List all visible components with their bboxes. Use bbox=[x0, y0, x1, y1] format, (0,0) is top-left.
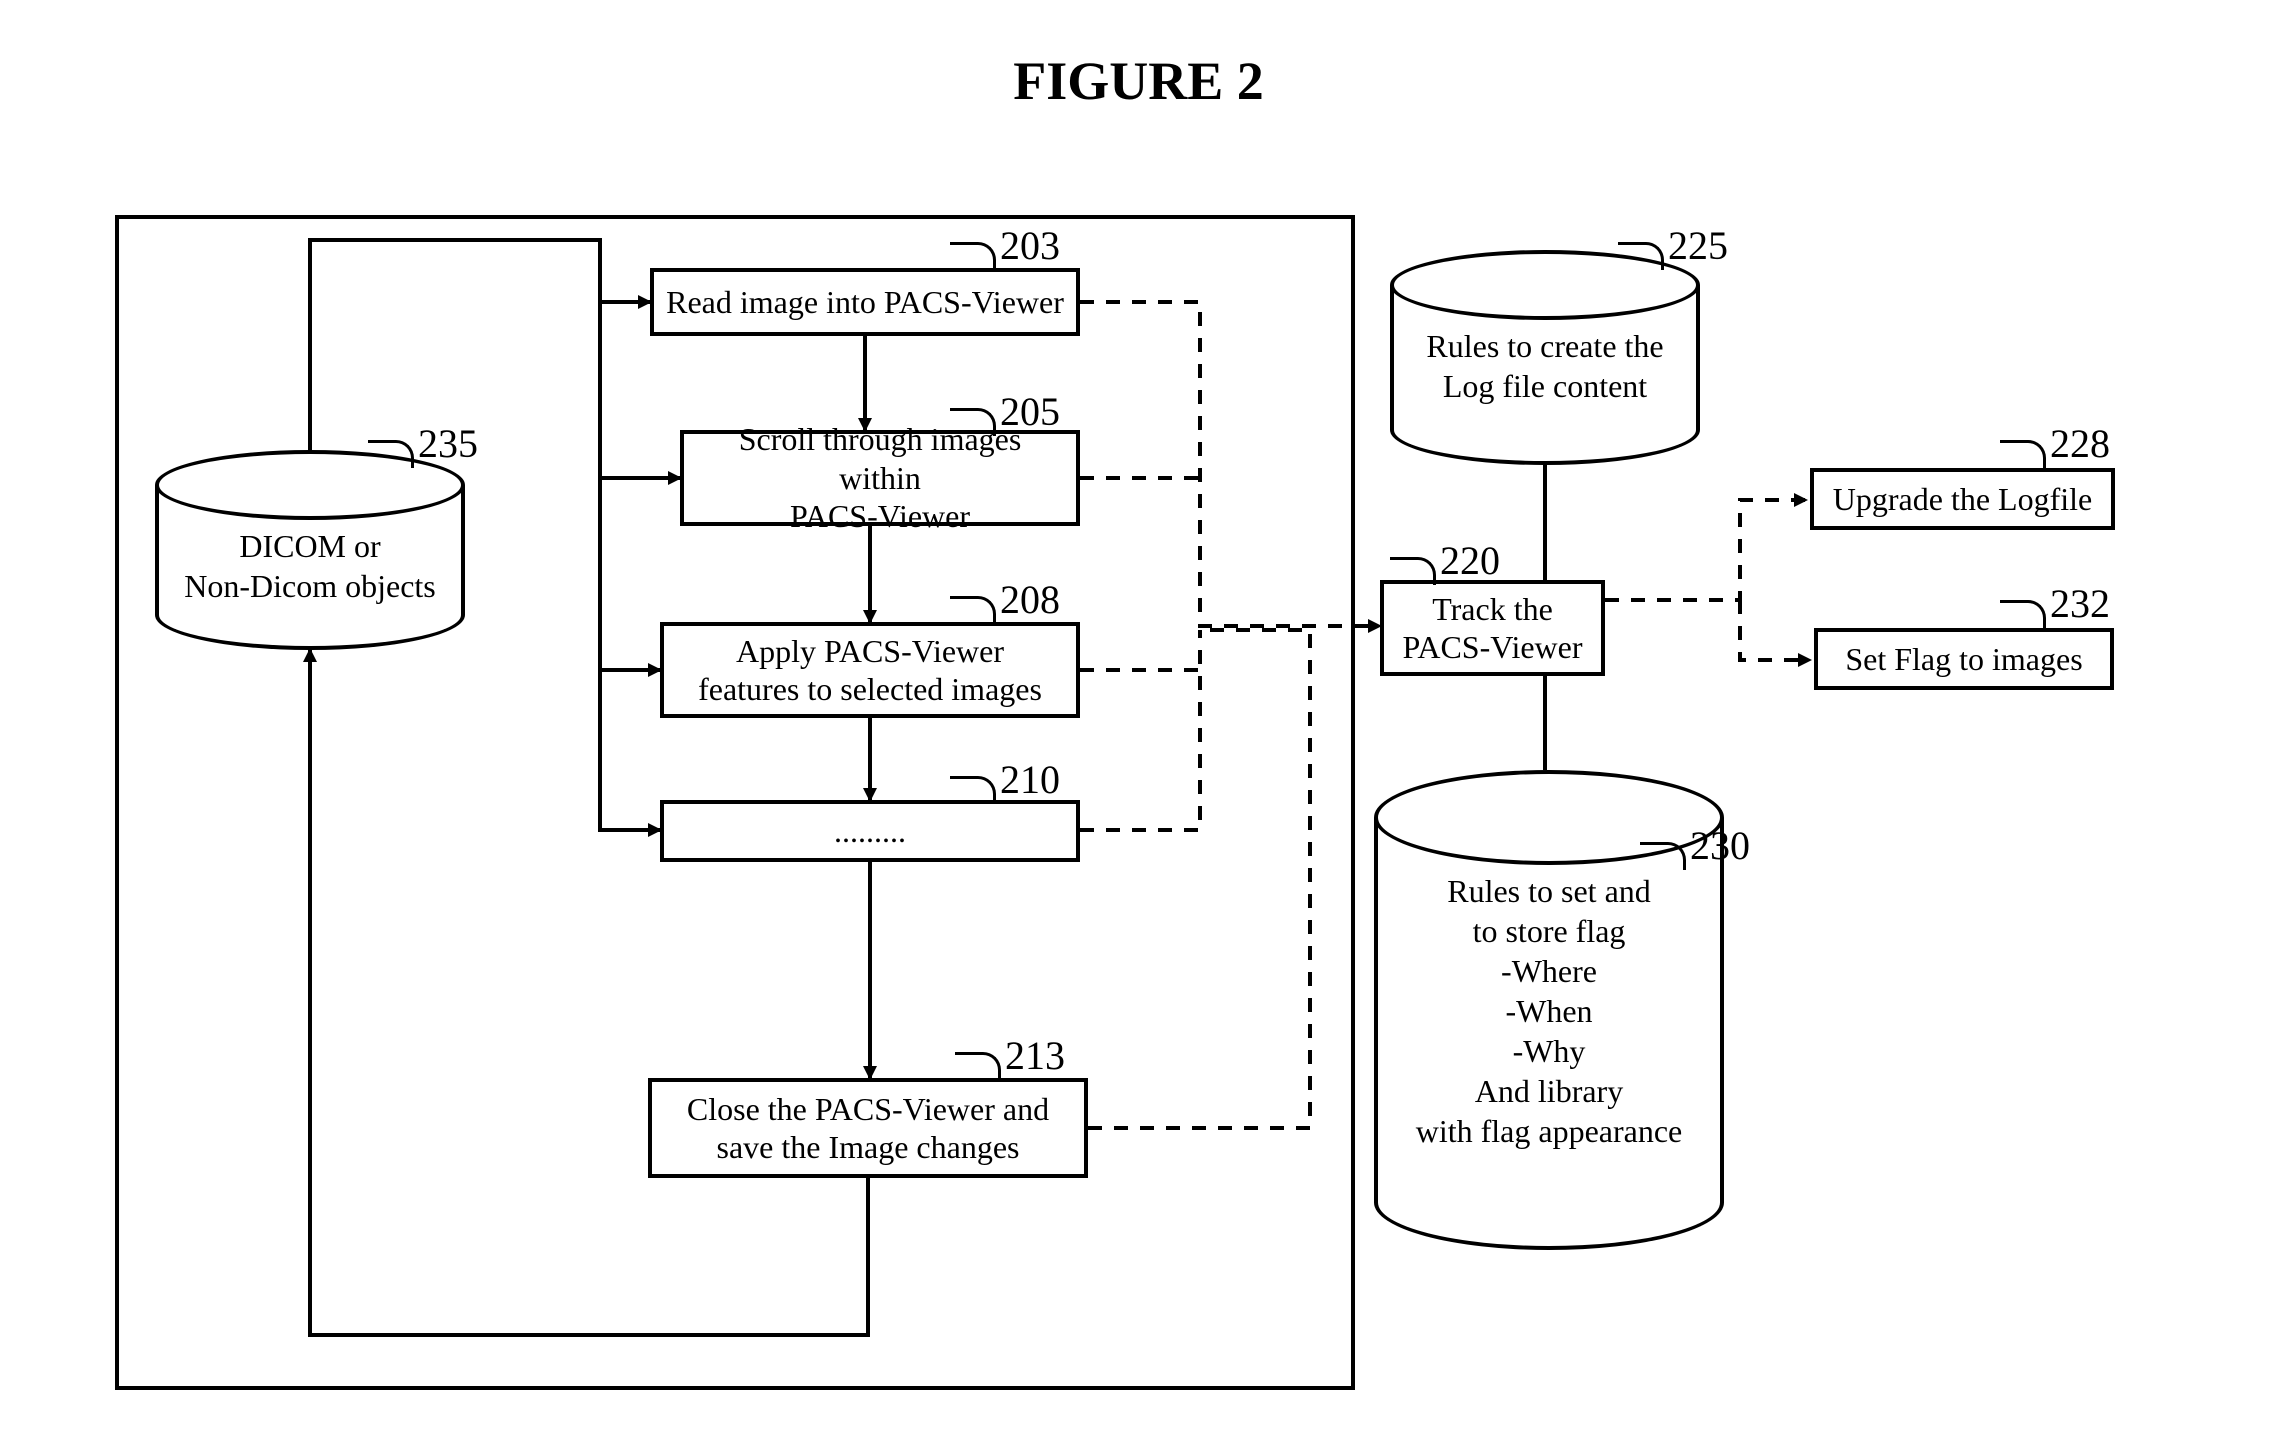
box-close-save-label: Close the PACS-Viewer andsave the Image … bbox=[687, 1090, 1049, 1167]
ref-hook-230 bbox=[1640, 842, 1686, 870]
ref-label-225: 225 bbox=[1668, 222, 1728, 269]
cylinder-rules-logfile: Rules to create theLog file content bbox=[1390, 250, 1700, 465]
ref-hook-213 bbox=[955, 1052, 1001, 1080]
ref-label-228: 228 bbox=[2050, 420, 2110, 467]
box-set-flag: Set Flag to images bbox=[1814, 628, 2114, 690]
cylinder-dicom-objects-label: DICOM orNon-Dicom objects bbox=[155, 526, 465, 606]
box-read-image: Read image into PACS-Viewer bbox=[650, 268, 1080, 336]
cylinder-rules-flag-label: Rules to set andto store flag-Where-When… bbox=[1374, 871, 1724, 1151]
ref-hook-225 bbox=[1618, 242, 1664, 270]
box-apply-features-label: Apply PACS-Viewerfeatures to selected im… bbox=[698, 632, 1042, 709]
box-scroll-images: Scroll through images withinPACS-Viewer bbox=[680, 430, 1080, 526]
ref-label-230: 230 bbox=[1690, 822, 1750, 869]
box-scroll-images-label: Scroll through images withinPACS-Viewer bbox=[694, 420, 1066, 535]
box-ellipsis: ......... bbox=[660, 800, 1080, 862]
ref-hook-228 bbox=[2000, 440, 2046, 468]
box-upgrade-logfile-label: Upgrade the Logfile bbox=[1833, 480, 2092, 518]
ref-label-203: 203 bbox=[1000, 222, 1060, 269]
box-track-viewer-label: Track thePACS-Viewer bbox=[1402, 590, 1582, 667]
box-set-flag-label: Set Flag to images bbox=[1845, 640, 2082, 678]
ref-hook-205 bbox=[950, 408, 996, 436]
ref-hook-235 bbox=[368, 440, 414, 468]
ref-label-208: 208 bbox=[1000, 576, 1060, 623]
ref-hook-232 bbox=[2000, 600, 2046, 628]
ref-label-205: 205 bbox=[1000, 388, 1060, 435]
ref-label-235: 235 bbox=[418, 420, 478, 467]
ref-label-210: 210 bbox=[1000, 756, 1060, 803]
box-upgrade-logfile: Upgrade the Logfile bbox=[1810, 468, 2115, 530]
cylinder-rules-logfile-label: Rules to create theLog file content bbox=[1390, 326, 1700, 406]
ref-hook-220 bbox=[1390, 557, 1436, 585]
figure-title: FIGURE 2 bbox=[0, 50, 2277, 112]
box-close-save: Close the PACS-Viewer andsave the Image … bbox=[648, 1078, 1088, 1178]
cylinder-dicom-objects: DICOM orNon-Dicom objects bbox=[155, 450, 465, 650]
ref-hook-210 bbox=[950, 776, 996, 804]
ref-label-220: 220 bbox=[1440, 537, 1500, 584]
box-ellipsis-label: ......... bbox=[834, 812, 906, 850]
ref-hook-208 bbox=[950, 596, 996, 624]
box-track-viewer: Track thePACS-Viewer bbox=[1380, 580, 1605, 676]
ref-label-232: 232 bbox=[2050, 580, 2110, 627]
box-read-image-label: Read image into PACS-Viewer bbox=[666, 283, 1064, 321]
box-apply-features: Apply PACS-Viewerfeatures to selected im… bbox=[660, 622, 1080, 718]
ref-label-213: 213 bbox=[1005, 1032, 1065, 1079]
ref-hook-203 bbox=[950, 242, 996, 270]
